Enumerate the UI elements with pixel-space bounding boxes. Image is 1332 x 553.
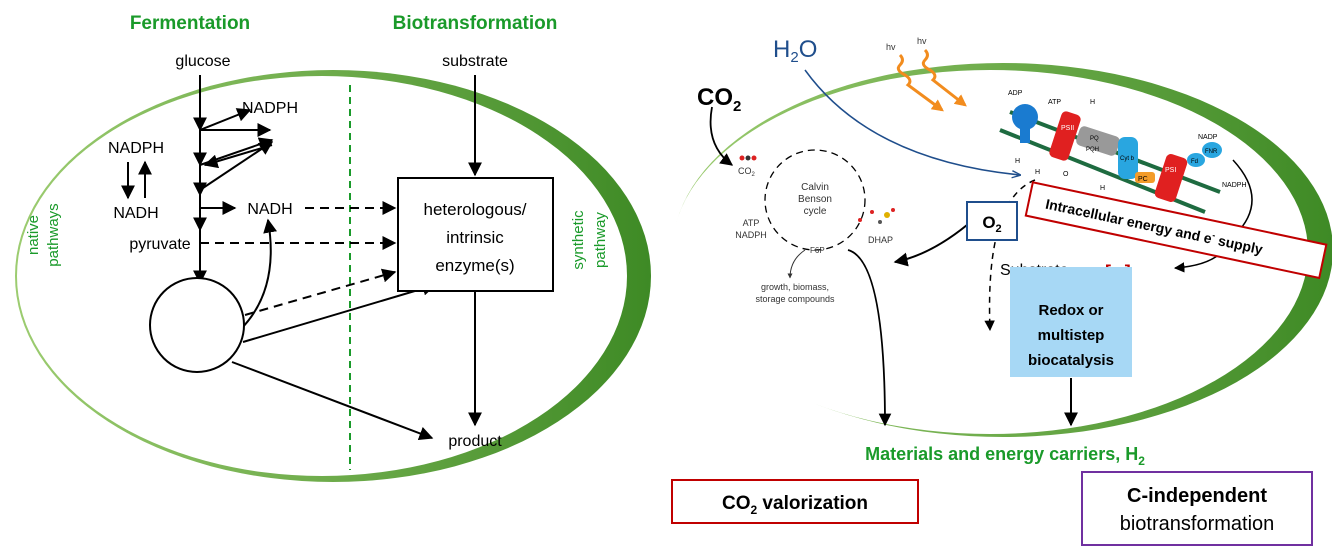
c-independent-box [1081,471,1313,546]
svg-text:PSII: PSII [1061,125,1074,132]
svg-text:NADP: NADP [1198,134,1218,141]
svg-text:O: O [1063,171,1069,178]
pc-icon [1135,172,1155,183]
svg-text:FNR: FNR [1205,149,1218,155]
svg-text:H: H [1090,99,1095,106]
calvin-cycle-label: Calvin Benson cycle [798,182,832,217]
svg-text:ATP: ATP [1048,99,1061,106]
nadh-left-label: NADH [113,205,158,222]
water-arrow [804,69,1020,175]
c-independent-label: C-independent [1127,485,1267,507]
psii-icon [1049,111,1081,161]
fermentation-arrows [121,75,482,441]
nadph-top-label: NADPH [242,100,298,117]
enzyme-box [397,177,554,292]
biotransformation-title: Biotransformation [393,13,558,34]
svg-text:H: H [1100,185,1105,192]
fd-icon [1187,153,1205,167]
glucose-label: glucose [175,53,230,70]
svg-text:Fd: Fd [1191,159,1198,165]
biotransformation-label: biotransformation [1120,513,1275,535]
svg-text:ADP: ADP [1008,90,1023,97]
product-label: product [448,433,502,450]
o2-box [966,201,1018,241]
synthetic-pathway-label: synthetic pathway [570,210,609,270]
svg-text:hv: hv [917,36,927,46]
svg-text:hv: hv [886,42,896,52]
svg-text:H: H [1015,158,1020,165]
svg-text:PQH: PQH [1086,147,1099,153]
svg-text:H: H [1035,169,1040,176]
thylakoid-membrane: PSII PQ PQH Cyt b PC PSI Fd FNR ADP ATP H H… [999,90,1247,214]
atp-synthase-icon [1012,104,1038,130]
left-cell: Fermentation Biotransformation glucose s… [15,13,651,482]
native-pathways-label: native pathways [25,203,62,266]
metabolite-pool-circle [149,277,245,373]
materials-label: Materials and energy carriers, H2 [865,444,1145,468]
dhap-molecule-icon [858,208,895,224]
svg-text:NADPH: NADPH [1222,182,1247,189]
o2-label: O2 [982,213,1001,235]
co2-valorization-box [671,479,919,524]
nadph-left-label: NADPH [108,140,164,157]
redox-label: Redox or multistep biocatalysis [1028,302,1114,369]
fnr-icon [1202,142,1222,158]
nadh-mid-label: NADH [247,201,292,218]
svg-text:PC: PC [1138,176,1148,183]
fermentation-title: Fermentation [130,13,250,34]
substrate-label: substrate [442,53,508,70]
light-icon: hv hv [886,36,967,112]
growth-label: growth, biomass, storage compounds [755,282,835,304]
h2o-label: H2O [773,36,817,66]
enzyme-box-text: heterologous/intrinsic enzyme(s) [423,200,526,275]
f6p-label: F6P [810,246,825,255]
psi-icon [1154,154,1188,202]
atp-nadph-label: ATP NADPH [735,218,767,240]
svg-text:PQ: PQ [1090,136,1099,142]
dhap-label: DHAP [868,235,893,245]
co2-valorization-label: CO2 valorization [722,493,868,517]
calvin-cycle-circle [764,149,866,251]
cytb6f-icon [1118,137,1138,179]
redox-biocatalysis-box [1010,267,1132,377]
pq-icon [1076,126,1120,156]
svg-text:PSI: PSI [1165,167,1176,174]
co2-label: CO2 [697,84,741,115]
pyruvate-label: pyruvate [129,236,190,253]
co2-small-label: CO2 [738,166,756,178]
svg-text:Cyt b: Cyt b [1120,156,1135,162]
co2-molecule-icon [739,155,757,161]
